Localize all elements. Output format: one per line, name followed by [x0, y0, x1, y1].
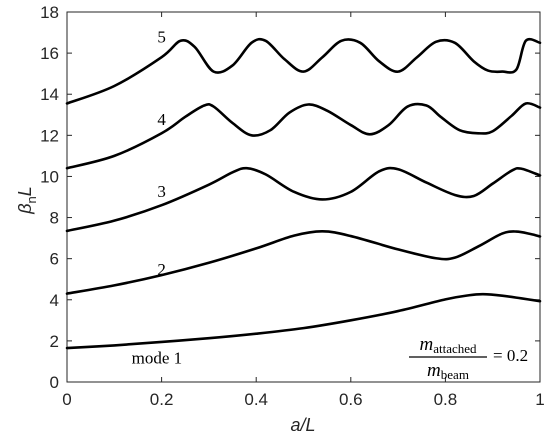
y-tick-label: 14	[40, 85, 59, 104]
annotation-value: = 0.2	[493, 346, 528, 365]
series-line-4	[65, 101, 542, 170]
y-tick-label: 8	[50, 209, 59, 228]
y-tick-label: 0	[50, 373, 59, 392]
y-axis-label-sub: n	[24, 196, 39, 203]
svg-text:mbeam: mbeam	[427, 360, 469, 382]
series-label-2: 2	[157, 260, 166, 279]
series-line-1	[65, 292, 542, 350]
annotation-denominator: m	[427, 360, 441, 381]
series-label-1: mode 1	[132, 348, 183, 367]
annotation-denominator-sub: beam	[441, 367, 469, 382]
y-tick-label: 18	[40, 3, 59, 22]
series-line-2	[65, 230, 542, 295]
y-axis-label-base: β	[15, 203, 35, 214]
annotation-numerator: m	[419, 334, 433, 355]
svg-text:βnL: βnL	[15, 186, 39, 215]
svg-text:mattached: mattached	[419, 334, 477, 356]
series-line-5	[65, 37, 542, 105]
y-tick-label: 12	[40, 126, 59, 145]
y-tick-label: 10	[40, 167, 59, 186]
labels-layer: mode 1 2 3 4 5	[132, 28, 183, 368]
mass-ratio-annotation: mattached mbeam = 0.2	[409, 334, 528, 382]
y-axis-label: βnL	[15, 186, 39, 215]
y-axis-label-tail: L	[15, 186, 35, 196]
x-tick-label: 1	[535, 390, 544, 409]
x-axis-label: a/L	[290, 415, 315, 435]
series-line-3	[65, 166, 542, 233]
y-tick-label: 6	[50, 250, 59, 269]
series-label-3: 3	[157, 182, 166, 201]
x-tick-label: 0.6	[339, 390, 363, 409]
series-label-4: 4	[157, 110, 166, 129]
annotation-numerator-sub: attached	[433, 341, 477, 356]
x-tick-label: 0	[62, 390, 71, 409]
plot-frame	[66, 11, 541, 383]
x-tick-label: 0.8	[434, 390, 458, 409]
y-tick-label: 4	[50, 291, 59, 310]
series-label-5: 5	[157, 28, 166, 47]
x-tick-label: 0.4	[244, 390, 268, 409]
series-layer	[65, 37, 542, 350]
y-tick-label: 16	[40, 44, 59, 63]
y-tick-label: 2	[50, 332, 59, 351]
x-tick-label: 0.2	[150, 390, 174, 409]
